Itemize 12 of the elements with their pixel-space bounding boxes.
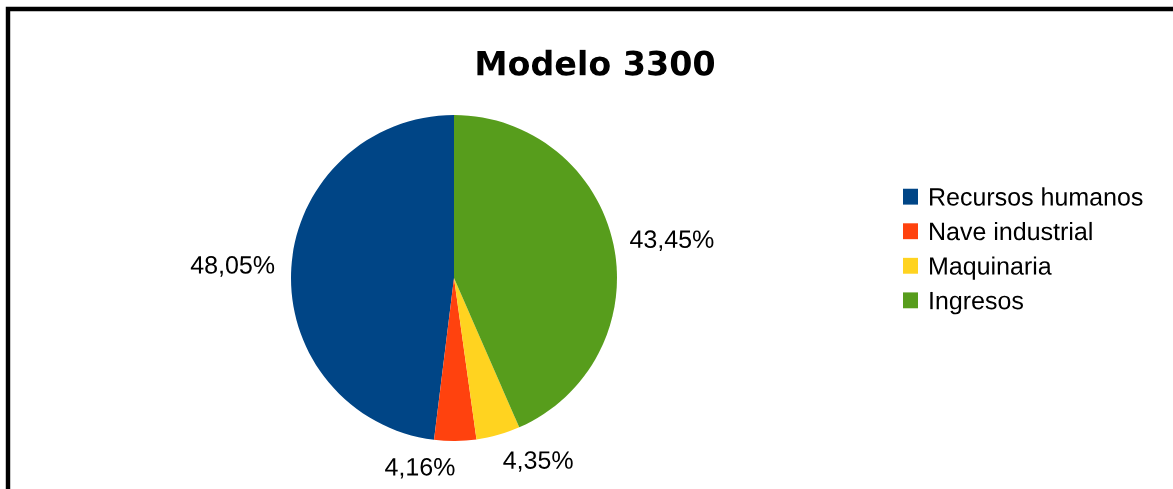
legend-label: Maquinaria xyxy=(930,256,1052,280)
chart-title: Modelo 3300 xyxy=(477,49,715,76)
data-label: 48,05% xyxy=(190,256,275,277)
legend-label: Ingresos xyxy=(930,291,1023,315)
data-label: 4,16% xyxy=(385,457,455,479)
pie-slice xyxy=(454,115,617,428)
data-label: 4,35% xyxy=(503,451,573,472)
pie-slice xyxy=(454,278,520,440)
data-label: 43,45% xyxy=(630,230,714,251)
legend-label: Recursos humanos xyxy=(930,187,1143,206)
pie-slice xyxy=(291,115,454,440)
legend-label: Nave industrial xyxy=(930,221,1092,241)
